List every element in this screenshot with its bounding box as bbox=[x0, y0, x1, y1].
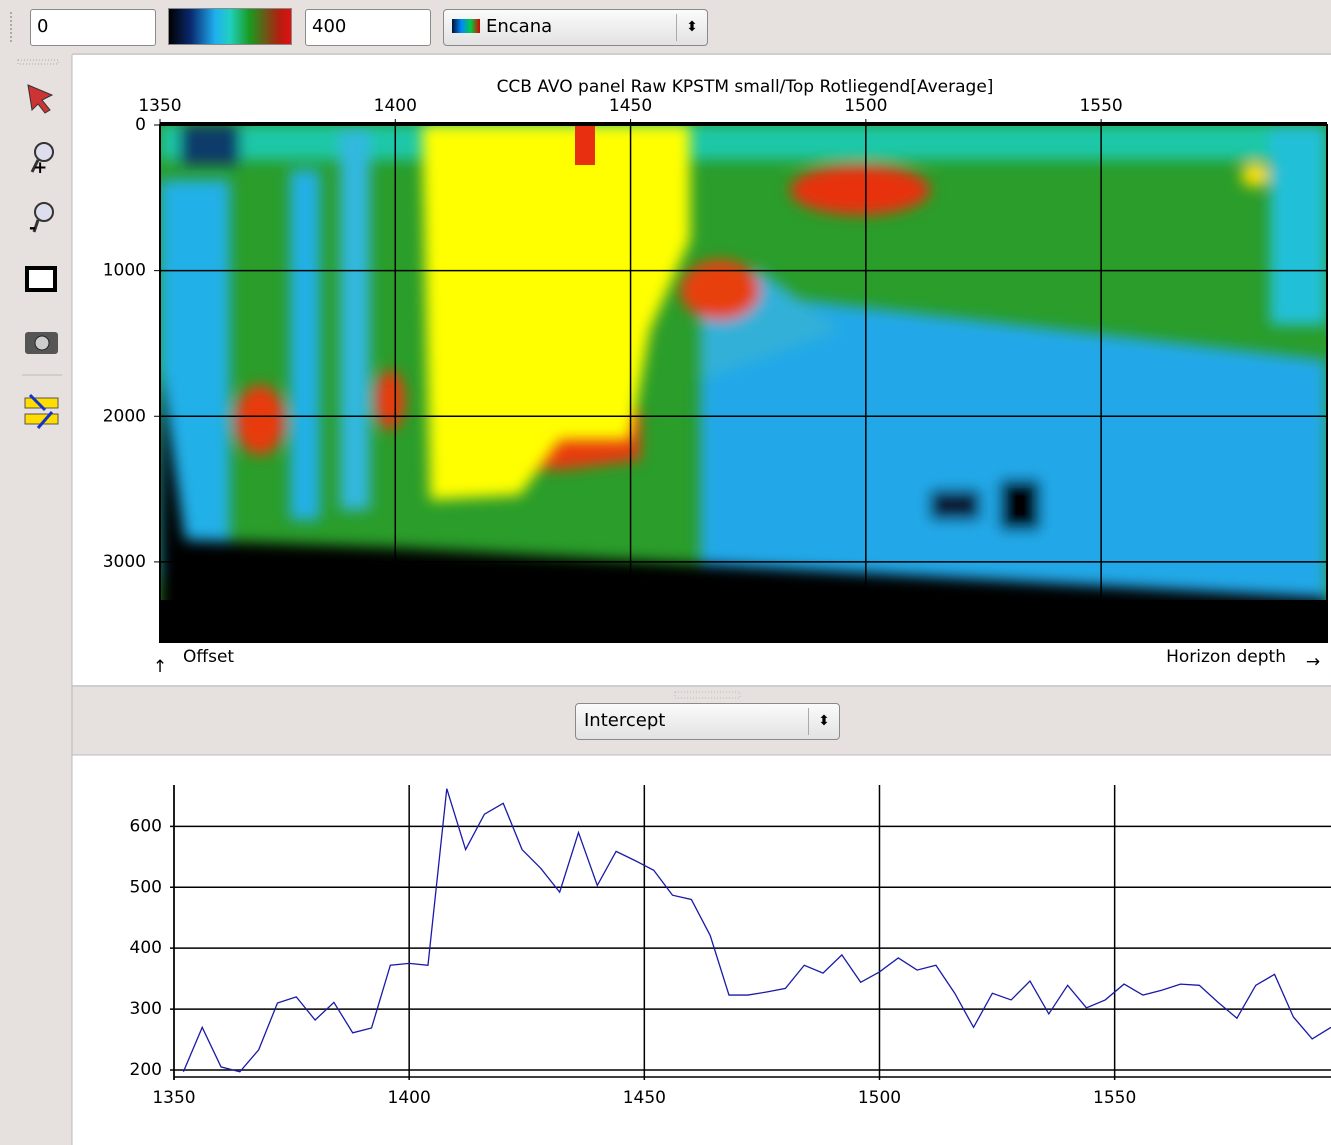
charts: 1350 1400 1450 1500 1550 0 1000 2000 3000 200 300 4… bbox=[103, 96, 1331, 1108]
y-tick-label: 3000 bbox=[103, 552, 146, 572]
attribute-select[interactable]: Intercept ⬍ bbox=[575, 703, 840, 740]
sidebar: + - bbox=[17, 59, 62, 429]
combo-arrow: ⬍ bbox=[808, 708, 839, 735]
x-tick-label: 1400 bbox=[374, 96, 417, 116]
x-tick-label: 1500 bbox=[844, 96, 887, 116]
color-table-name: Encana bbox=[486, 16, 553, 37]
swap-icon[interactable] bbox=[24, 393, 59, 429]
attribute-name: Intercept bbox=[584, 710, 666, 731]
y-tick-label: 1000 bbox=[103, 261, 146, 281]
grip bbox=[10, 12, 18, 42]
pointer-icon[interactable] bbox=[27, 84, 54, 114]
camera-icon[interactable] bbox=[25, 332, 58, 354]
y-tick-label: 600 bbox=[130, 816, 162, 836]
splitter-handle[interactable] bbox=[674, 691, 741, 699]
x-tick-label: 1400 bbox=[388, 1088, 431, 1108]
color-bar[interactable] bbox=[168, 8, 292, 45]
color-table-select[interactable]: Encana ⬍ bbox=[443, 9, 708, 46]
min-input[interactable]: 0 bbox=[30, 9, 156, 46]
grip bbox=[17, 59, 59, 65]
x-tick-label: 1550 bbox=[1093, 1088, 1136, 1108]
x-tick-label: 1500 bbox=[858, 1088, 901, 1108]
x-tick-label: 1450 bbox=[609, 96, 652, 116]
combo-arrow: ⬍ bbox=[676, 14, 707, 41]
arrow: ↑ bbox=[153, 657, 167, 677]
y-tick-label: 500 bbox=[130, 877, 162, 897]
zoom-out-icon[interactable]: - bbox=[29, 202, 54, 238]
chart-title: CCB AVO panel Raw KPSTM small/Top Rotlie… bbox=[497, 77, 994, 97]
data-line bbox=[182, 788, 1331, 1073]
y-tick-label: 300 bbox=[130, 999, 162, 1019]
zoom-in-icon[interactable]: + bbox=[30, 142, 54, 178]
x-tick-label: 1350 bbox=[138, 96, 181, 116]
heatmap-image bbox=[160, 125, 1327, 642]
y-tick-label: 2000 bbox=[103, 406, 146, 426]
svg-text:+: + bbox=[33, 158, 47, 178]
x-tick-label: 1450 bbox=[623, 1088, 666, 1108]
x-tick-label: 1550 bbox=[1079, 96, 1122, 116]
x-tick-label: 1350 bbox=[152, 1088, 195, 1108]
y-axis-label: Offset bbox=[183, 647, 234, 667]
y-tick-label: 400 bbox=[130, 938, 162, 958]
arrow: → bbox=[1306, 652, 1320, 672]
max-input[interactable]: 400 bbox=[305, 9, 431, 46]
svg-text:-: - bbox=[29, 218, 36, 238]
y-tick-label: 0 bbox=[135, 115, 146, 135]
x-axis-label: Horizon depth bbox=[1166, 647, 1286, 667]
fit-icon[interactable] bbox=[25, 266, 57, 292]
y-tick-label: 200 bbox=[130, 1060, 162, 1080]
color-table-icon bbox=[452, 19, 480, 33]
panel-bottom bbox=[72, 755, 1331, 1145]
